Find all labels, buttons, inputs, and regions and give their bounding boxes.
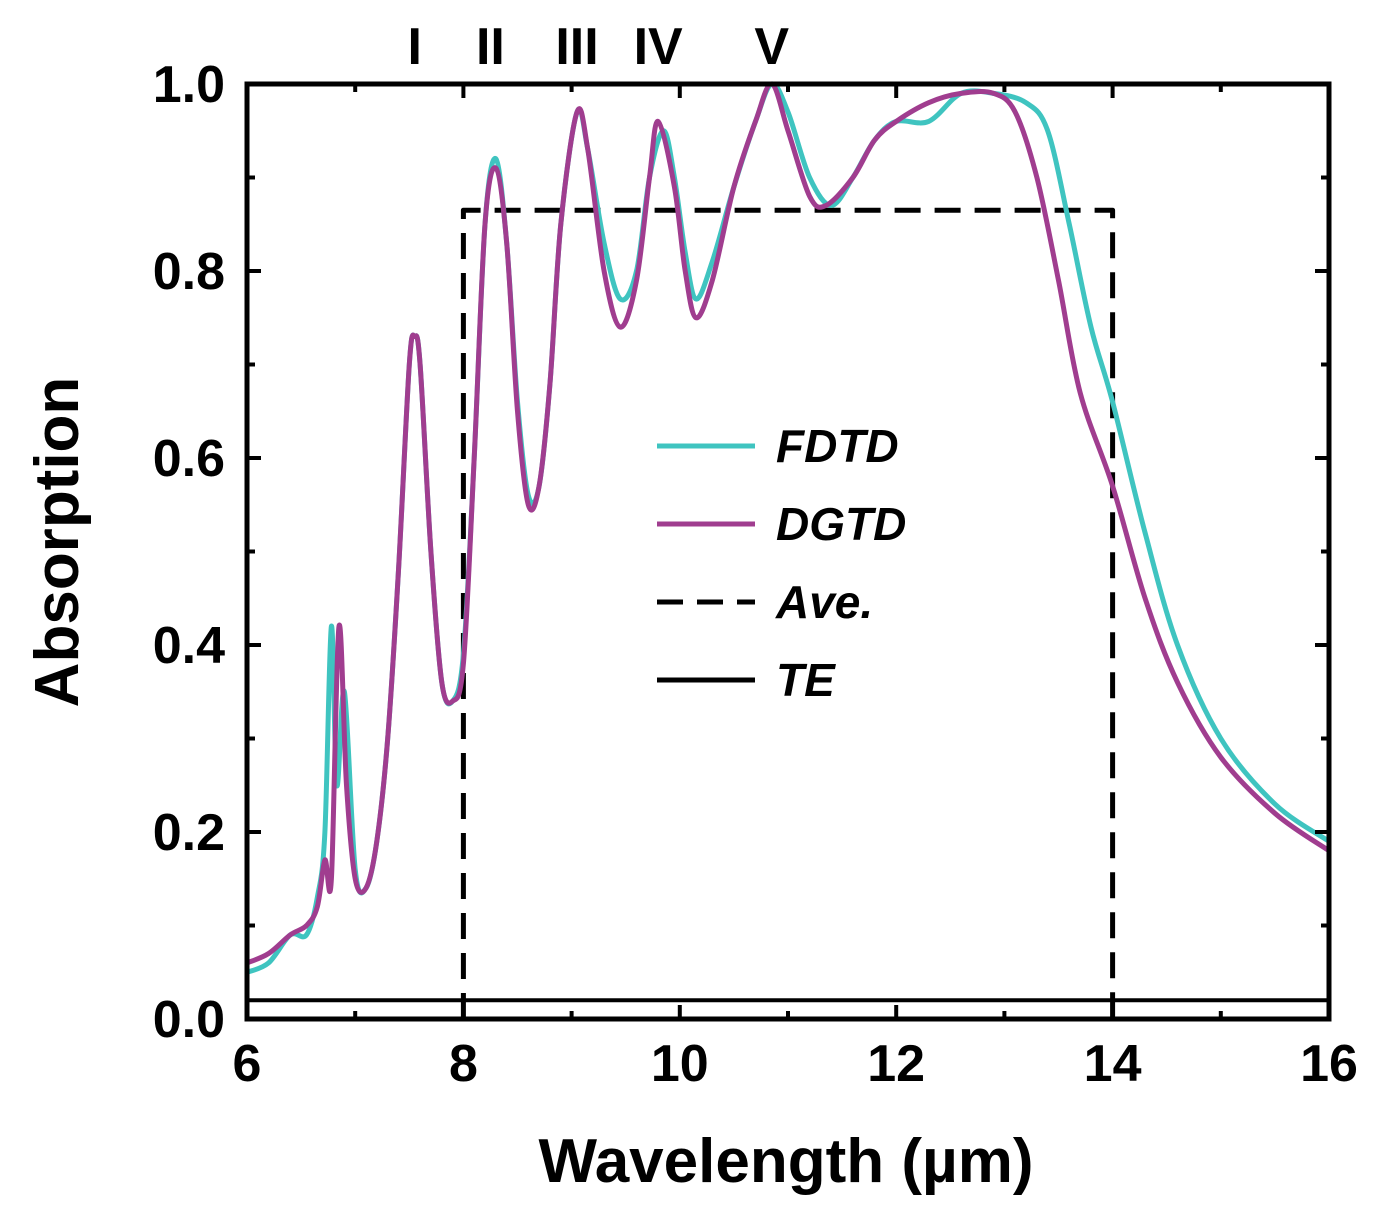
x-tick-label: 16 — [1300, 1035, 1358, 1093]
series-line-dgtd — [245, 81, 1331, 966]
x-tick-label: 8 — [449, 1035, 478, 1093]
data-layer — [245, 81, 1331, 1019]
x-tick-label: 14 — [1084, 1035, 1142, 1093]
y-axis-title: Absorption — [23, 377, 92, 708]
x-tick-label: 10 — [651, 1035, 709, 1093]
legend-label-dgtd: DGTD — [776, 498, 906, 550]
y-tick-label: 0.2 — [153, 804, 225, 862]
peak-label-iv: IV — [634, 18, 683, 76]
plot-frame — [244, 81, 1332, 1022]
y-tick-label: 0.0 — [153, 991, 225, 1049]
y-tick-label: 0.8 — [153, 243, 225, 301]
legend: FDTD DGTD Ave. TE — [657, 420, 906, 706]
legend-label-fdtd: FDTD — [776, 420, 899, 472]
series-line-ave — [460, 207, 1116, 1019]
x-axis-title: Wavelength (µm) — [538, 1127, 1033, 1196]
axes-layer: 6 8 10 12 14 160.00.20.40.60.81.0I II III IV V — [153, 18, 1358, 1093]
peak-label-iii: III — [555, 18, 598, 76]
peak-label-v: V — [754, 18, 789, 76]
y-tick-label: 0.6 — [153, 430, 225, 488]
legend-label-ave: Ave. — [775, 576, 873, 628]
x-tick-label: 6 — [233, 1035, 262, 1093]
x-tick-label: 12 — [867, 1035, 925, 1093]
y-tick-label: 1.0 — [153, 56, 225, 114]
legend-label-te: TE — [776, 654, 836, 706]
peak-label-ii: II — [476, 18, 505, 76]
peak-label-i: I — [407, 18, 421, 76]
y-tick-label: 0.4 — [153, 617, 225, 675]
